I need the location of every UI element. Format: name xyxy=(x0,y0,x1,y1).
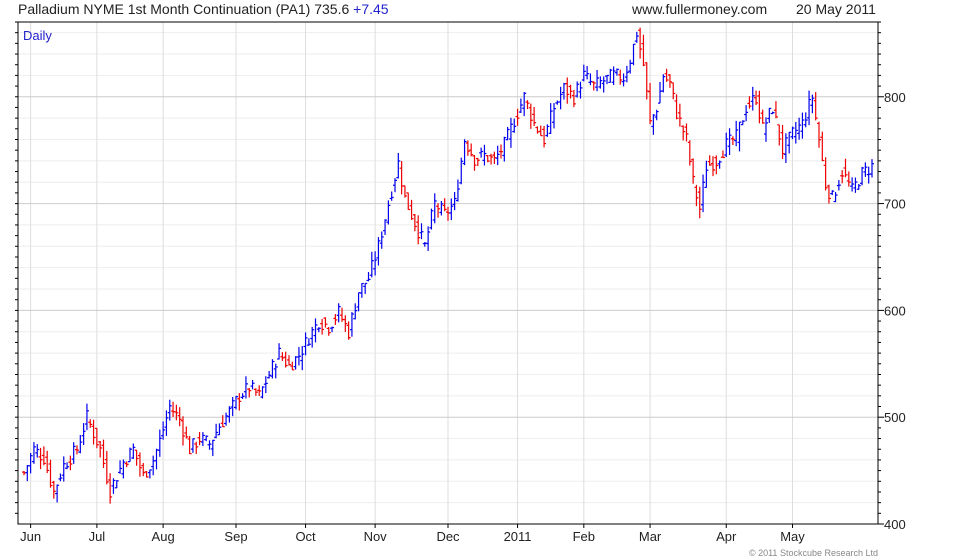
y-tick-label: 700 xyxy=(884,197,906,212)
instrument-name: Palladium NYME 1st Month Continuation (P… xyxy=(18,1,311,17)
price-change: +7.45 xyxy=(353,1,389,17)
x-tick-label: Feb xyxy=(573,529,595,544)
last-price: 735.6 xyxy=(314,1,350,17)
x-tick-label: Dec xyxy=(436,529,460,544)
x-tick-label: Aug xyxy=(152,529,175,544)
chart-date: 20 May 2011 xyxy=(796,1,876,17)
x-tick-label: Sep xyxy=(224,529,247,544)
source-site: www.fullermoney.com xyxy=(632,1,768,17)
chart-title: Palladium NYME 1st Month Continuation (P… xyxy=(18,1,389,17)
x-tick-label: Jun xyxy=(20,529,41,544)
x-tick-label: Nov xyxy=(364,529,388,544)
y-tick-label: 400 xyxy=(884,517,906,532)
period-label: Daily xyxy=(23,28,52,43)
copyright: © 2011 Stockcube Research Ltd xyxy=(748,548,878,558)
x-tick-label: 2011 xyxy=(504,529,532,544)
plot-frame xyxy=(17,21,879,525)
y-tick-label: 600 xyxy=(884,303,906,318)
x-tick-label: May xyxy=(780,529,805,544)
y-tick-label: 800 xyxy=(884,90,906,105)
x-tick-label: Oct xyxy=(295,529,316,544)
x-tick-label: Apr xyxy=(716,529,737,544)
y-tick-label: 500 xyxy=(884,410,906,425)
x-tick-label: Jul xyxy=(89,529,106,544)
x-tick-label: Mar xyxy=(639,529,662,544)
